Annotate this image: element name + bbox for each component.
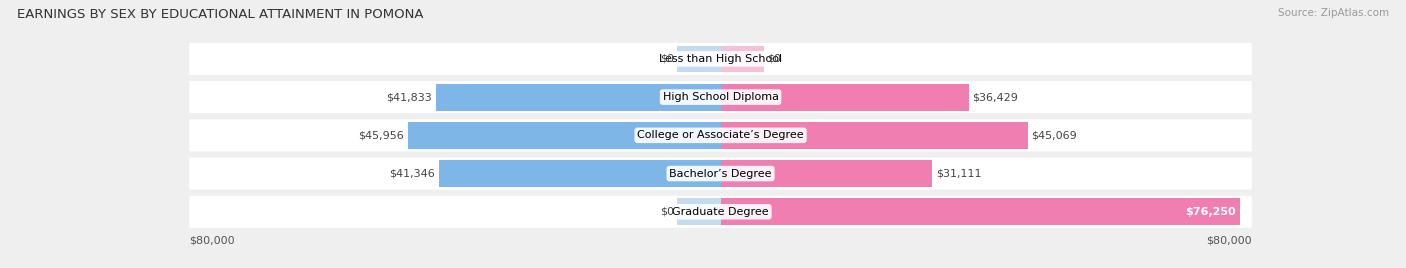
Bar [721,46,765,72]
FancyBboxPatch shape [190,43,1251,75]
Text: $31,111: $31,111 [936,169,981,178]
Text: $80,000: $80,000 [190,236,235,245]
Text: $36,429: $36,429 [973,92,1018,102]
Bar [678,198,721,225]
Bar [721,84,969,110]
Text: $41,346: $41,346 [389,169,436,178]
Text: EARNINGS BY SEX BY EDUCATIONAL ATTAINMENT IN POMONA: EARNINGS BY SEX BY EDUCATIONAL ATTAINMEN… [17,8,423,21]
Bar [721,160,932,187]
Text: $0: $0 [766,54,780,64]
Bar [678,46,721,72]
FancyBboxPatch shape [190,158,1251,189]
Text: $41,833: $41,833 [387,92,432,102]
Text: Less than High School: Less than High School [659,54,782,64]
Text: Graduate Degree: Graduate Degree [672,207,769,217]
Bar [436,84,721,110]
Text: $0: $0 [661,54,675,64]
Text: $76,250: $76,250 [1185,207,1236,217]
FancyBboxPatch shape [190,119,1251,151]
Bar [721,198,1240,225]
Bar [408,122,721,149]
Text: Source: ZipAtlas.com: Source: ZipAtlas.com [1278,8,1389,18]
FancyBboxPatch shape [190,81,1251,113]
Bar [721,122,1028,149]
Text: High School Diploma: High School Diploma [662,92,779,102]
Text: Bachelor’s Degree: Bachelor’s Degree [669,169,772,178]
FancyBboxPatch shape [190,196,1251,228]
Text: College or Associate’s Degree: College or Associate’s Degree [637,130,804,140]
Text: $80,000: $80,000 [1206,236,1251,245]
Text: $45,069: $45,069 [1032,130,1077,140]
Text: $0: $0 [661,207,675,217]
Bar [439,160,721,187]
Text: $45,956: $45,956 [359,130,404,140]
